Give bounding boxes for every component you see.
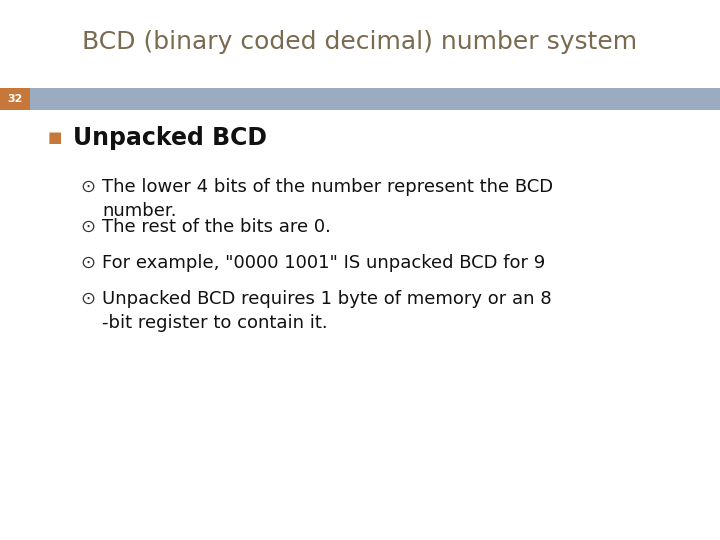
Text: For example, "0000 1001" IS unpacked BCD for 9: For example, "0000 1001" IS unpacked BCD… bbox=[102, 254, 545, 272]
Text: ⊙: ⊙ bbox=[81, 290, 96, 308]
Text: 32: 32 bbox=[7, 94, 23, 104]
Text: ⊙: ⊙ bbox=[81, 218, 96, 236]
Text: ■: ■ bbox=[48, 131, 62, 145]
Text: BCD (binary coded decimal) number system: BCD (binary coded decimal) number system bbox=[82, 30, 638, 54]
Text: Unpacked BCD requires 1 byte of memory or an 8
-bit register to contain it.: Unpacked BCD requires 1 byte of memory o… bbox=[102, 290, 552, 332]
Text: Unpacked BCD: Unpacked BCD bbox=[73, 126, 267, 150]
Bar bbox=[0, 88, 30, 110]
Text: The lower 4 bits of the number represent the BCD
number.: The lower 4 bits of the number represent… bbox=[102, 178, 553, 220]
Text: ⊙: ⊙ bbox=[81, 178, 96, 196]
Text: ⊙: ⊙ bbox=[81, 254, 96, 272]
Bar bbox=[0, 88, 720, 110]
Text: The rest of the bits are 0.: The rest of the bits are 0. bbox=[102, 218, 331, 236]
